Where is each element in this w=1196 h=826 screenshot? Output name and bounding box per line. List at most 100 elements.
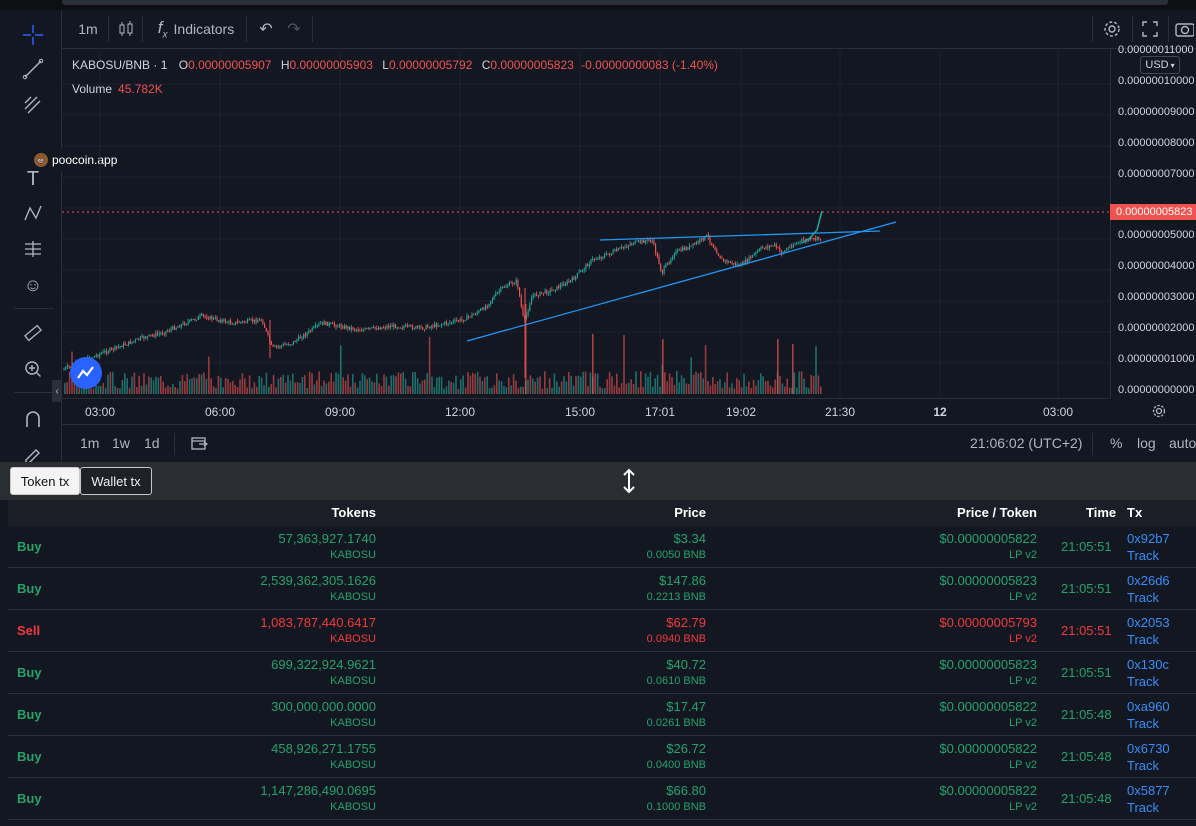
tx-hash-link[interactable]: 0xa960 bbox=[1127, 699, 1170, 714]
volume-bar bbox=[508, 377, 510, 394]
candle-body bbox=[629, 243, 631, 246]
volume-bar bbox=[625, 383, 628, 394]
top-scrollbar[interactable] bbox=[62, 0, 1168, 5]
candle-body bbox=[172, 326, 174, 329]
indicators-button[interactable]: fx Indicators bbox=[148, 10, 244, 48]
candle-body bbox=[105, 351, 108, 354]
tradingview-logo-icon[interactable] bbox=[70, 357, 102, 389]
candle-body bbox=[206, 316, 208, 319]
goto-date-icon[interactable] bbox=[190, 435, 209, 454]
tx-hash-link[interactable]: 0x92b7 bbox=[1127, 531, 1170, 546]
resize-handle-icon[interactable] bbox=[622, 468, 636, 500]
interval-selector[interactable]: 1m bbox=[78, 21, 98, 37]
volume-bar bbox=[721, 387, 724, 394]
collapse-toolbar-icon[interactable]: ‹ bbox=[52, 380, 62, 402]
candle-body bbox=[240, 321, 242, 323]
tx-hash-link[interactable]: 0x6730 bbox=[1127, 741, 1170, 756]
candle-body bbox=[751, 255, 754, 258]
price-tick-label: 0.00000000000 bbox=[1118, 384, 1195, 396]
candle-body bbox=[714, 247, 716, 251]
volume-bar bbox=[323, 380, 325, 394]
track-link[interactable]: Track bbox=[1127, 758, 1160, 773]
emoji-tool-icon[interactable]: ☺ bbox=[23, 274, 43, 295]
range-1w[interactable]: 1w bbox=[112, 435, 130, 451]
time-tick-label: 17:01 bbox=[644, 405, 676, 419]
volume-bar bbox=[740, 387, 743, 394]
open-value: 0.00000005907 bbox=[188, 58, 272, 72]
price-axis[interactable]: 0.00000011000 0.00000010000 0.00000009000 0… bbox=[1110, 44, 1196, 398]
candle-body bbox=[66, 366, 68, 368]
volume-bar bbox=[498, 380, 500, 394]
tx-hash-link[interactable]: 0x130c bbox=[1127, 657, 1169, 672]
volume-bar bbox=[596, 373, 599, 394]
candles-icon[interactable] bbox=[110, 10, 142, 48]
price-bnb: 0.2213 BNB bbox=[646, 591, 706, 603]
camera-icon[interactable] bbox=[1172, 10, 1196, 48]
volume-bar bbox=[349, 386, 352, 394]
undo-icon[interactable]: ↶ bbox=[259, 21, 273, 38]
toolbar-divider bbox=[312, 16, 313, 42]
candle-body bbox=[469, 316, 471, 318]
volume-bar bbox=[121, 380, 124, 394]
candle-body bbox=[111, 348, 113, 350]
candle-body bbox=[731, 262, 733, 265]
candle-body bbox=[542, 293, 544, 295]
fullscreen-icon[interactable] bbox=[1136, 10, 1164, 48]
clock-readout[interactable]: 21:06:02 (UTC+2) bbox=[970, 435, 1083, 451]
trendline-tool-icon[interactable] bbox=[20, 56, 46, 82]
text-tool-icon[interactable]: T bbox=[26, 167, 40, 190]
percent-toggle[interactable]: % bbox=[1110, 435, 1123, 451]
currency-selector[interactable]: USD ▾ bbox=[1140, 56, 1180, 74]
poocoin-logo-icon: 💩 bbox=[34, 153, 48, 167]
tab-wallet-tx[interactable]: Wallet tx bbox=[80, 467, 152, 495]
prediction-tool-icon[interactable] bbox=[20, 236, 46, 262]
track-link[interactable]: Track bbox=[1127, 632, 1160, 647]
log-toggle[interactable]: log bbox=[1137, 435, 1156, 451]
zoom-in-icon[interactable] bbox=[20, 356, 46, 382]
track-link[interactable]: Track bbox=[1127, 674, 1160, 689]
candle-body bbox=[595, 259, 597, 261]
volume-bar bbox=[520, 386, 522, 394]
auto-toggle[interactable]: auto bbox=[1169, 435, 1196, 451]
tab-token-tx[interactable]: Token tx bbox=[10, 467, 80, 495]
time-axis[interactable]: 03:00 06:00 09:00 12:00 15:00 17:01 19:02 21:30… bbox=[62, 398, 1110, 423]
volume-bar bbox=[544, 371, 546, 394]
ruler-icon[interactable] bbox=[20, 320, 46, 346]
pattern-tool-icon[interactable] bbox=[20, 200, 46, 226]
lp-version: LP v2 bbox=[1009, 549, 1037, 561]
range-1m[interactable]: 1m bbox=[80, 435, 100, 451]
candle-body bbox=[819, 238, 822, 240]
settings-icon[interactable] bbox=[1098, 10, 1126, 48]
track-link[interactable]: Track bbox=[1127, 800, 1160, 815]
candle-body bbox=[163, 333, 165, 335]
token-amount: 699,322,924.9621 bbox=[271, 657, 376, 672]
volume-bar bbox=[606, 379, 608, 394]
volume-bar bbox=[736, 378, 738, 394]
candle-body bbox=[746, 259, 748, 262]
track-link[interactable]: Track bbox=[1127, 548, 1160, 563]
candle-body bbox=[507, 285, 509, 287]
token-amount: 458,926,271.1755 bbox=[271, 741, 376, 756]
magnet-icon[interactable] bbox=[20, 406, 46, 432]
volume-bar bbox=[316, 380, 318, 394]
candle-body bbox=[712, 244, 714, 248]
track-link[interactable]: Track bbox=[1127, 716, 1160, 731]
high-value: 0.00000005903 bbox=[289, 58, 373, 72]
volume-bar bbox=[227, 379, 229, 394]
price-chart[interactable] bbox=[62, 48, 1110, 398]
fib-tool-icon[interactable] bbox=[20, 92, 46, 118]
candle-body bbox=[447, 323, 449, 325]
crosshair-icon[interactable] bbox=[20, 22, 46, 48]
volume-bar bbox=[534, 381, 536, 394]
tx-hash-link[interactable]: 0x2053 bbox=[1127, 615, 1170, 630]
tx-hash-link[interactable]: 0x5877 bbox=[1127, 783, 1170, 798]
price-usd: $62.79 bbox=[666, 615, 706, 630]
axis-settings-icon[interactable] bbox=[1150, 402, 1168, 420]
volume-bar bbox=[136, 387, 138, 394]
candle-body bbox=[406, 325, 408, 327]
range-1d[interactable]: 1d bbox=[144, 435, 160, 451]
redo-icon[interactable]: ↷ bbox=[287, 21, 301, 38]
track-link[interactable]: Track bbox=[1127, 590, 1160, 605]
tx-hash-link[interactable]: 0x26d6 bbox=[1127, 573, 1170, 588]
chart-canvas[interactable] bbox=[62, 48, 1110, 398]
